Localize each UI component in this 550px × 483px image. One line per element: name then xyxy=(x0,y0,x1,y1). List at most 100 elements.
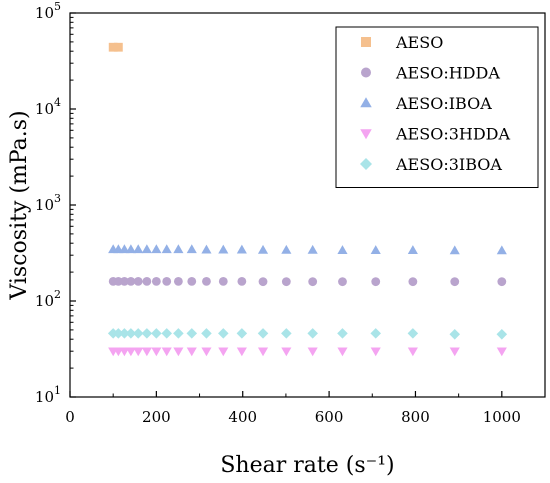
data-point xyxy=(151,347,162,357)
data-point xyxy=(449,245,460,255)
data-point xyxy=(337,245,348,254)
y-tick-base: 10 xyxy=(35,388,54,406)
data-point xyxy=(236,347,247,357)
data-point xyxy=(173,328,184,339)
data-point xyxy=(307,244,318,254)
data-point xyxy=(141,244,152,254)
data-point xyxy=(237,277,247,286)
data-point xyxy=(142,277,152,286)
y-tick-base: 10 xyxy=(35,4,54,22)
legend-marker xyxy=(361,67,371,78)
data-point xyxy=(308,277,318,287)
x-axis: 0 200 400 600 800 1000 xyxy=(65,391,521,426)
data-point xyxy=(202,277,211,286)
x-tick-label: 1000 xyxy=(483,408,521,426)
x-tick-label: 600 xyxy=(315,408,344,426)
y-tick-exponent: 4 xyxy=(54,96,61,109)
data-point xyxy=(370,245,381,254)
data-point xyxy=(449,329,461,340)
data-point xyxy=(496,329,508,340)
x-tick-label: 200 xyxy=(142,408,171,426)
legend-marker xyxy=(360,97,372,108)
data-point xyxy=(218,277,228,286)
data-point xyxy=(108,42,118,52)
data-point xyxy=(141,328,153,339)
legend-label: AESO:3HDDA xyxy=(395,125,510,144)
data-point xyxy=(496,347,507,357)
data-point xyxy=(125,347,136,357)
data-point xyxy=(151,277,161,286)
data-point xyxy=(338,277,347,287)
data-point xyxy=(236,244,247,254)
data-point xyxy=(496,245,507,255)
y-tick-exponent: 5 xyxy=(54,0,61,13)
legend-marker xyxy=(360,158,372,170)
data-point xyxy=(119,347,130,357)
y-tick-label: 101 xyxy=(35,384,61,406)
data-point xyxy=(113,42,123,52)
y-tick-exponent: 3 xyxy=(54,192,61,205)
legend-marker xyxy=(360,129,372,140)
series-aeso xyxy=(108,42,123,52)
data-point xyxy=(141,347,152,357)
data-point xyxy=(337,347,348,357)
data-point xyxy=(407,328,419,339)
data-point xyxy=(201,244,212,254)
y-tick-base: 10 xyxy=(35,196,54,214)
series-aeso-3hdda xyxy=(108,347,507,357)
data-point xyxy=(133,347,144,357)
data-point xyxy=(161,328,173,339)
data-point xyxy=(186,347,197,357)
data-point xyxy=(173,347,184,357)
data-point xyxy=(407,347,418,357)
data-point xyxy=(407,245,418,254)
data-point xyxy=(371,277,381,287)
data-point xyxy=(173,277,183,286)
y-tick-base: 10 xyxy=(35,100,54,118)
data-point xyxy=(125,328,137,339)
y-tick-label: 103 xyxy=(35,192,61,214)
data-point xyxy=(113,328,124,339)
data-point xyxy=(450,277,460,287)
data-point xyxy=(281,328,292,339)
y-tick-label: 102 xyxy=(35,288,61,310)
data-point xyxy=(201,328,212,339)
y-tick-exponent: 2 xyxy=(54,288,61,301)
x-tick-label: 800 xyxy=(401,408,430,426)
data-point xyxy=(120,277,129,286)
series-aeso-iboa xyxy=(108,244,507,255)
data-point xyxy=(133,277,143,286)
legend-label: AESO xyxy=(395,33,443,52)
y-tick-label: 104 xyxy=(35,96,61,118)
data-point xyxy=(218,244,229,254)
legend-marker xyxy=(361,37,371,47)
x-axis-title: Shear rate (s⁻¹) xyxy=(220,453,394,478)
data-point xyxy=(236,328,248,339)
data-marks xyxy=(107,42,508,357)
x-tick-label: 400 xyxy=(228,408,257,426)
data-point xyxy=(307,347,318,357)
y-tick-base: 10 xyxy=(35,292,54,310)
data-point xyxy=(257,328,269,339)
data-point xyxy=(257,347,269,357)
data-point xyxy=(408,277,418,287)
data-point xyxy=(281,277,291,287)
data-point xyxy=(161,347,172,357)
data-point xyxy=(281,244,292,254)
data-point xyxy=(497,277,507,287)
data-point xyxy=(449,347,460,357)
data-point xyxy=(126,277,136,286)
data-point xyxy=(218,328,229,339)
data-point xyxy=(281,347,292,357)
data-point xyxy=(161,244,172,254)
data-point xyxy=(370,347,381,357)
data-point xyxy=(258,277,268,287)
data-point xyxy=(173,244,184,254)
y-tick-label: 105 xyxy=(35,0,61,22)
data-point xyxy=(186,328,198,339)
data-point xyxy=(257,244,269,254)
data-point xyxy=(151,328,162,339)
data-point xyxy=(307,328,318,339)
x-tick-label: 0 xyxy=(65,408,75,426)
